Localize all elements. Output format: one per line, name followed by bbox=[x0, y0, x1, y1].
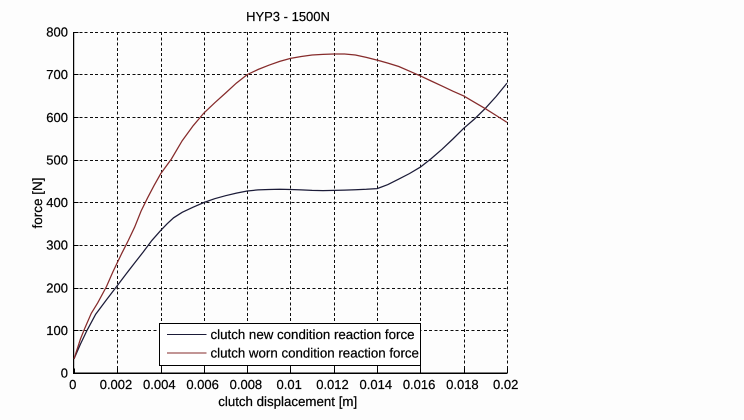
svg-text:0.016: 0.016 bbox=[403, 377, 436, 392]
svg-text:0: 0 bbox=[69, 377, 76, 392]
svg-text:clutch new condition reaction: clutch new condition reaction force bbox=[211, 327, 415, 342]
svg-text:clutch displacement [m]: clutch displacement [m] bbox=[218, 394, 357, 409]
svg-text:0.012: 0.012 bbox=[316, 377, 349, 392]
svg-text:0.004: 0.004 bbox=[143, 377, 176, 392]
svg-text:0.01: 0.01 bbox=[277, 377, 302, 392]
svg-text:clutch worn condition reaction: clutch worn condition reaction force bbox=[211, 346, 419, 361]
svg-text:200: 200 bbox=[46, 280, 68, 295]
svg-text:force [N]: force [N] bbox=[30, 177, 45, 228]
svg-text:0: 0 bbox=[61, 366, 68, 381]
svg-text:0.018: 0.018 bbox=[446, 377, 479, 392]
svg-text:0.006: 0.006 bbox=[186, 377, 219, 392]
svg-text:HYP3 - 1500N: HYP3 - 1500N bbox=[246, 9, 330, 24]
svg-text:400: 400 bbox=[46, 195, 68, 210]
svg-text:0.02: 0.02 bbox=[493, 377, 518, 392]
svg-text:500: 500 bbox=[46, 153, 68, 168]
svg-text:700: 700 bbox=[46, 67, 68, 82]
svg-text:300: 300 bbox=[46, 238, 68, 253]
svg-text:600: 600 bbox=[46, 110, 68, 125]
svg-text:800: 800 bbox=[46, 25, 68, 40]
svg-text:0.002: 0.002 bbox=[100, 377, 133, 392]
svg-text:0.008: 0.008 bbox=[230, 377, 263, 392]
svg-text:0.014: 0.014 bbox=[360, 377, 393, 392]
svg-text:100: 100 bbox=[46, 323, 68, 338]
